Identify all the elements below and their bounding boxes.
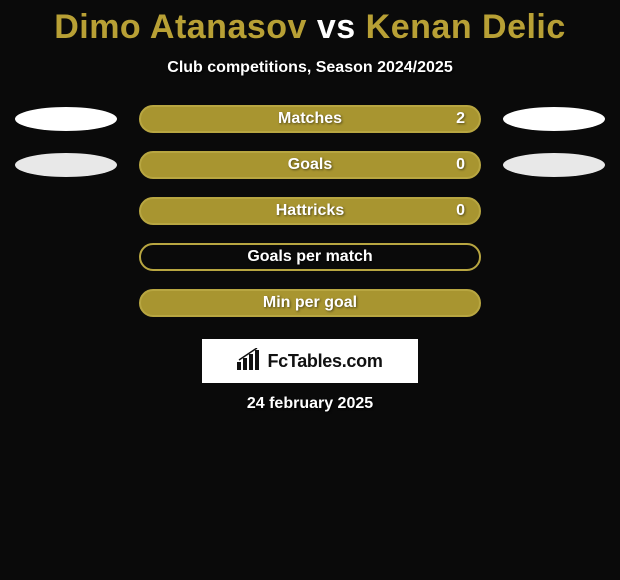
title-vs: vs — [317, 8, 356, 46]
left-ellipse — [15, 107, 117, 131]
left-ellipse — [15, 245, 117, 269]
title-player1: Dimo Atanasov — [54, 8, 307, 46]
stat-row: Hattricks 0 — [0, 197, 620, 225]
stat-row: Goals 0 — [0, 151, 620, 179]
stat-bar: Goals 0 — [139, 151, 481, 179]
right-ellipse — [503, 153, 605, 177]
stat-row: Goals per match — [0, 243, 620, 271]
left-ellipse — [15, 153, 117, 177]
stat-value: 2 — [456, 110, 465, 128]
stat-row: Matches 2 — [0, 105, 620, 133]
right-ellipse — [503, 107, 605, 131]
right-ellipse — [503, 199, 605, 223]
logo-text: FcTables.com — [267, 351, 382, 372]
stat-bar: Matches 2 — [139, 105, 481, 133]
title-player2: Kenan Delic — [366, 8, 566, 46]
date-text: 24 february 2025 — [0, 395, 620, 413]
subtitle: Club competitions, Season 2024/2025 — [0, 59, 620, 77]
stat-label: Matches — [278, 110, 342, 128]
stat-value: 0 — [456, 202, 465, 220]
left-ellipse — [15, 199, 117, 223]
right-ellipse — [503, 245, 605, 269]
stat-label: Hattricks — [276, 202, 344, 220]
stat-bar: Hattricks 0 — [139, 197, 481, 225]
stats-rows: Matches 2 Goals 0 Hattricks 0 Goals per match M… — [0, 105, 620, 317]
left-ellipse — [15, 291, 117, 315]
stat-value: 0 — [456, 156, 465, 174]
stat-label: Goals per match — [247, 248, 372, 266]
stat-label: Min per goal — [263, 294, 357, 312]
stat-row: Min per goal — [0, 289, 620, 317]
comparison-infographic: Dimo Atanasov vs Kenan Delic Club compet… — [0, 0, 620, 413]
bar-chart-icon — [237, 348, 263, 375]
right-ellipse — [503, 291, 605, 315]
logo-box: FcTables.com — [202, 339, 418, 383]
page-title: Dimo Atanasov vs Kenan Delic — [0, 8, 620, 47]
stat-bar: Goals per match — [139, 243, 481, 271]
stat-label: Goals — [288, 156, 332, 174]
stat-bar: Min per goal — [139, 289, 481, 317]
